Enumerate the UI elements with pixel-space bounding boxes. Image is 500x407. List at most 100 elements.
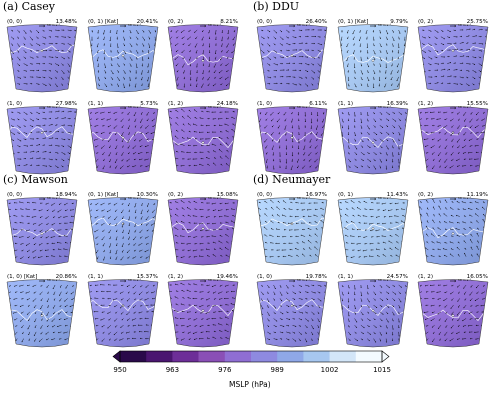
wind-vector: [121, 131, 124, 137]
wind-vector-head: [288, 318, 291, 320]
wind-vector-head: [226, 57, 229, 59]
wind-vector-head: [380, 51, 382, 53]
wind-vector-head: [181, 129, 183, 131]
wind-vector-head: [199, 117, 201, 119]
wind-vector-head: [288, 242, 290, 244]
wind-vector-head: [354, 72, 356, 74]
wind-vector: [346, 50, 349, 53]
wind-vector-head: [201, 86, 203, 88]
wind-vector-head: [426, 220, 428, 222]
wind-vector-head: [207, 242, 209, 244]
wind-vector-head: [136, 58, 138, 60]
wind-vector: [469, 227, 473, 230]
wind-vector-head: [63, 58, 65, 60]
wind-vector: [187, 214, 191, 217]
wind-vector-head: [264, 242, 267, 244]
wind-vector-head: [145, 324, 147, 326]
wind-vector-head: [207, 163, 209, 165]
reference-arrow: [120, 24, 127, 27]
wind-vector-head: [101, 311, 103, 313]
wind-vector: [29, 63, 33, 65]
wind-vector-head: [292, 141, 294, 143]
wind-vector-head: [352, 38, 355, 41]
wind-vector-head: [264, 213, 266, 215]
wind-vector-head: [445, 326, 447, 328]
wind-vector-head: [280, 286, 282, 288]
wind-vector-head: [400, 286, 402, 288]
wind-vector-head: [7, 249, 10, 251]
wind-vector: [181, 338, 185, 341]
wind-vector-head: [126, 313, 128, 316]
wind-vector-head: [174, 234, 177, 237]
wind-vector: [276, 206, 281, 210]
wind-vector-head: [94, 284, 96, 286]
wind-vector-head: [308, 285, 310, 287]
wind-vector: [180, 235, 185, 237]
wind-vector: [426, 233, 429, 237]
wind-vector: [45, 216, 49, 219]
node-frequency: 20.86%: [55, 274, 77, 280]
wind-vector: [94, 216, 99, 219]
wind-vector-head: [51, 111, 53, 113]
wind-vector-head: [39, 230, 41, 232]
wind-vector-head: [399, 32, 401, 35]
wind-vector-head: [51, 124, 53, 126]
wind-vector-head: [483, 234, 485, 236]
wind-vector-head: [432, 340, 434, 343]
wind-vector-head: [375, 312, 377, 314]
wind-vector-head: [133, 134, 136, 136]
wind-vector: [120, 325, 124, 328]
wind-vector: [346, 56, 349, 61]
wind-vector: [428, 43, 432, 46]
wind-vector-head: [463, 240, 465, 242]
wind-vector-head: [470, 286, 472, 288]
wind-vector-head: [262, 29, 264, 32]
wind-vector-head: [367, 85, 369, 88]
wind-vector-head: [469, 165, 472, 167]
wind-vector-head: [58, 338, 61, 340]
wind-vector-head: [132, 257, 134, 259]
wind-vector-head: [58, 145, 60, 147]
wind-vector: [265, 111, 268, 115]
reference-arrow: [370, 24, 377, 27]
wind-vector-head: [474, 28, 476, 31]
wind-vector-head: [315, 153, 317, 155]
wind-vector: [392, 43, 394, 47]
composite-map: [256, 197, 328, 266]
section-title: (a) Casey: [3, 0, 55, 13]
mslp-field: [168, 106, 238, 174]
wind-vector: [29, 43, 33, 46]
wind-vector-head: [169, 110, 171, 113]
wind-vector-head: [65, 287, 67, 289]
wind-vector-head: [355, 159, 357, 161]
wind-vector-head: [270, 199, 272, 201]
wind-vector-head: [444, 320, 446, 322]
wind-vector-head: [444, 167, 446, 169]
wind-vector-head: [223, 215, 226, 217]
wind-vector-head: [194, 117, 196, 119]
reference-arrow: [450, 279, 457, 282]
wind-vector-head: [45, 151, 47, 153]
wind-vector: [466, 35, 470, 37]
wind-vector: [373, 291, 376, 295]
wind-vector-head: [121, 112, 123, 114]
wind-vector-head: [324, 285, 327, 287]
wind-vector-head: [275, 325, 277, 327]
wind-vector: [212, 304, 217, 307]
wind-vector: [61, 117, 66, 119]
wind-vector: [373, 338, 377, 343]
wind-vector-head: [473, 158, 476, 160]
wind-vector: [39, 216, 43, 218]
wind-vector-head: [386, 298, 389, 300]
wind-vector-head: [426, 241, 428, 243]
wind-vector-head: [91, 45, 93, 47]
wind-vector-head: [20, 208, 22, 210]
wind-vector: [101, 325, 105, 328]
wind-vector-head: [306, 298, 308, 300]
wind-vector-head: [193, 131, 195, 133]
wind-vector-head: [199, 243, 201, 245]
wind-vector-head: [363, 153, 365, 156]
wind-vector: [147, 202, 149, 207]
wind-vector: [232, 123, 236, 126]
wind-vector: [232, 43, 236, 46]
